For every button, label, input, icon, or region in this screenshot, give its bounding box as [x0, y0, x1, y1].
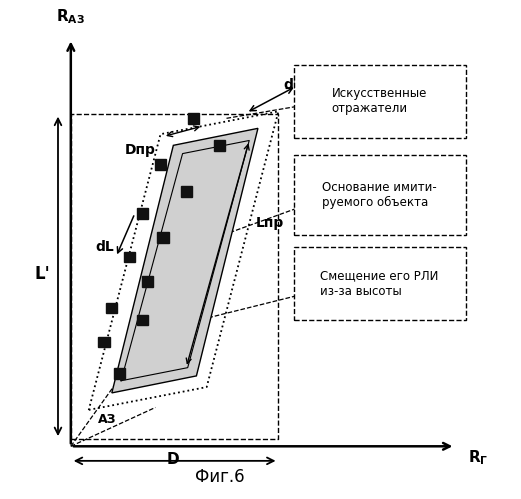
Bar — [98, 337, 110, 347]
Text: dD: dD — [283, 78, 305, 92]
Bar — [137, 208, 148, 219]
Text: Смещение его РЛИ
из-за высоты: Смещение его РЛИ из-за высоты — [320, 269, 439, 298]
Text: Фиг.6: Фиг.6 — [195, 468, 244, 486]
Text: Искусственные
отражатели: Искусственные отражатели — [332, 87, 427, 115]
Bar — [114, 368, 125, 379]
Bar — [188, 113, 200, 124]
FancyBboxPatch shape — [294, 65, 466, 138]
Text: Основание имити-
руемого объекта: Основание имити- руемого объекта — [322, 181, 437, 209]
Text: dL: dL — [95, 241, 114, 254]
Bar — [157, 232, 169, 243]
Text: L': L' — [35, 265, 51, 283]
Bar — [124, 251, 135, 262]
Bar — [137, 315, 148, 325]
FancyBboxPatch shape — [294, 155, 466, 235]
Text: Lпр: Lпр — [255, 216, 283, 230]
Text: $\mathbf{R_Г}$: $\mathbf{R_Г}$ — [468, 449, 489, 468]
Bar — [142, 276, 153, 286]
Polygon shape — [112, 128, 258, 393]
FancyBboxPatch shape — [294, 248, 466, 320]
Text: Dпр: Dпр — [125, 143, 155, 157]
Bar — [106, 302, 117, 313]
Text: АЗ: АЗ — [97, 413, 116, 426]
Bar — [214, 140, 225, 151]
Text: $\mathbf{R_{АЗ}}$: $\mathbf{R_{АЗ}}$ — [56, 7, 85, 26]
Text: D: D — [167, 453, 180, 468]
Bar — [155, 159, 166, 170]
Bar — [180, 186, 192, 197]
